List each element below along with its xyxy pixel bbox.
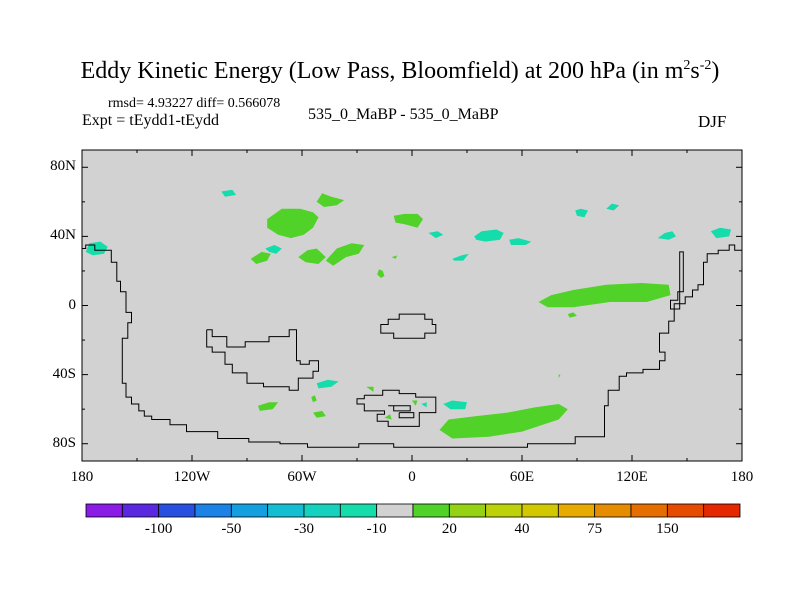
anomaly-patch-positive [538, 283, 671, 308]
x-tick-label: 180 [730, 469, 754, 485]
x-tick-label: 180 [70, 469, 94, 485]
anomaly-patch-negative [221, 189, 236, 197]
colorbar-box [376, 503, 414, 518]
colorbar-label: -100 [144, 521, 173, 537]
colorbar-box [412, 503, 450, 518]
x-tick-label: 60W [287, 469, 317, 485]
x-tick-label: 0 [408, 469, 416, 485]
y-tick-label: 40N [50, 227, 76, 244]
anomaly-patch-negative [710, 227, 731, 239]
colorbar-label: 75 [587, 521, 603, 537]
anomaly-patch-positive [311, 395, 317, 403]
colorbar-box [303, 503, 341, 518]
anomaly-patch-negative [443, 400, 467, 410]
anomaly-patch-positive [393, 213, 423, 228]
anomaly-patch-positive [267, 208, 319, 239]
colorbar-box [666, 503, 705, 518]
outline-path [398, 412, 415, 419]
y-tick-label: 80N [50, 158, 76, 175]
colorbar-box [267, 503, 305, 518]
anomaly-patch-negative [316, 379, 339, 389]
stats-text: rmsd= 4.93227 diff= 0.566078 [108, 96, 281, 111]
colorbar-label: 40 [514, 521, 530, 537]
colorbar-label: -50 [221, 521, 242, 537]
anomaly-patch-negative [428, 231, 444, 239]
colorbar-box [630, 503, 668, 518]
colorbar-box [448, 503, 487, 518]
x-tick-label: 60E [509, 469, 535, 485]
outline-path [388, 405, 411, 412]
colorbar-box [158, 503, 196, 518]
anomaly-patch-positive [325, 243, 365, 266]
anomaly-patch-positive [258, 402, 279, 411]
y-tick-label: 0 [68, 296, 77, 313]
anomaly-patch-negative [474, 229, 504, 242]
colorbar-label: -30 [294, 521, 314, 537]
anomaly-patch-positive [412, 400, 418, 406]
anomaly-patch-negative [509, 238, 532, 245]
anomaly-patch-positive [391, 255, 398, 259]
anomaly-patch-positive [316, 193, 345, 207]
anomaly-patch-positive [384, 414, 392, 420]
outline-path [380, 313, 437, 339]
anomaly-patch-positive [377, 269, 385, 278]
anomaly-patch-positive [250, 251, 271, 264]
colorbar-box [121, 503, 160, 518]
colorbar-box [85, 503, 123, 518]
anomaly-patch-positive [298, 248, 326, 264]
y-tick-label: 80S [52, 434, 76, 451]
anomaly-patch-negative [575, 208, 588, 218]
outline-path [356, 389, 437, 427]
colorbar-box [557, 503, 596, 518]
anomaly-patch-positive [567, 312, 577, 318]
chart-title: Eddy Kinetic Energy (Low Pass, Bloomfiel… [80, 58, 720, 84]
anomaly-patch-negative [452, 253, 469, 261]
season-label: DJF [698, 112, 727, 131]
anomaly-patch-negative [657, 231, 676, 240]
anomaly-patch-negative [606, 203, 620, 211]
colorbar-label: -10 [366, 521, 387, 537]
x-tick-label: 120W [173, 469, 211, 485]
anomaly-patch-positive [366, 386, 374, 392]
colorbar-label: 20 [441, 521, 457, 537]
y-tick-label: 40S [52, 365, 76, 382]
colorbar-box [594, 503, 632, 518]
outline-path [670, 251, 684, 310]
anomaly-patch-positive [439, 404, 568, 439]
anomaly-patch-negative [265, 245, 282, 254]
experiment-label: Expt = tEydd1-tEydd [82, 112, 220, 129]
colorbar-box [703, 503, 741, 518]
colorbar-box [230, 503, 269, 518]
anomaly-patch-negative [421, 402, 427, 408]
map-background [82, 150, 742, 461]
colorbar-box [485, 503, 523, 518]
comparison-label: 535_0_MaBP - 535_0_MaBP [308, 106, 499, 123]
colorbar-box [521, 503, 559, 518]
x-tick-label: 120E [616, 469, 648, 485]
outline-path [82, 244, 742, 448]
outline-path [206, 329, 319, 391]
anomaly-patch-positive [313, 410, 326, 418]
colorbar-box [339, 503, 378, 518]
colorbar-box [194, 503, 232, 518]
colorbar-label: 150 [656, 521, 679, 537]
anomaly-patch-positive [558, 374, 561, 379]
